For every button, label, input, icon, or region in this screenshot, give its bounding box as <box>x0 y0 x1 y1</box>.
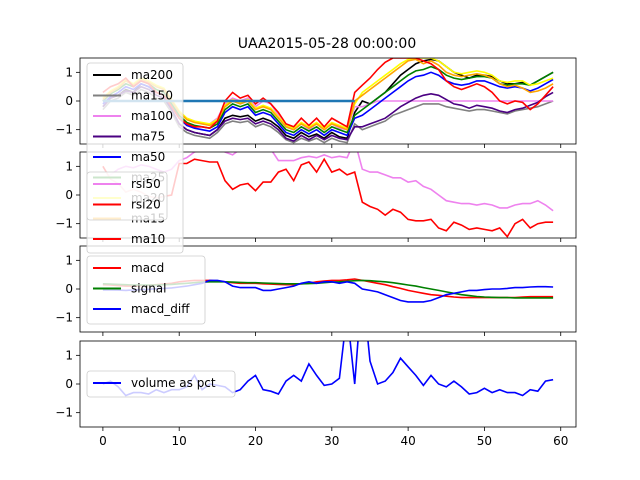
y-tick-label: 0 <box>65 94 73 108</box>
x-tick-label: 60 <box>553 434 568 448</box>
legend-label-rsi20: rsi20 <box>131 198 161 212</box>
y-tick-label: 0 <box>65 377 73 391</box>
legend-volume: volume as pct <box>86 370 236 398</box>
y-tick-label: 1 <box>65 65 73 79</box>
y-tick-label: −1 <box>55 311 73 325</box>
y-tick-label: 1 <box>65 253 73 267</box>
legend-label-ma200: ma200 <box>131 68 173 82</box>
x-tick-label: 40 <box>400 434 415 448</box>
x-tick-label: 0 <box>99 434 107 448</box>
legend-macd: macd signal macd_diff <box>86 255 206 325</box>
legend-label-ma75: ma75 <box>131 130 165 144</box>
y-tick-label: −1 <box>55 406 73 420</box>
x-tick-label: 50 <box>477 434 492 448</box>
legend-box <box>86 370 236 398</box>
legend-rsi: rsi50 rsi20 <box>86 171 168 221</box>
y-tick-label: −1 <box>55 123 73 137</box>
x-tick-label: 10 <box>172 434 187 448</box>
legend-label-volume-as-pct: volume as pct <box>131 376 216 390</box>
y-tick-label: 1 <box>65 348 73 362</box>
legend-box <box>86 255 206 325</box>
legend-label-ma150: ma150 <box>131 89 173 103</box>
legend-label-ma100: ma100 <box>131 109 173 123</box>
y-tick-label: −1 <box>55 217 73 231</box>
y-tick-label: 1 <box>65 159 73 173</box>
legend-moving-averages: ma200ma150ma100ma75ma50ma25ma20ma15ma10 <box>86 62 184 254</box>
y-tick-label: 0 <box>65 188 73 202</box>
legend-label-macd-diff: macd_diff <box>131 302 190 316</box>
x-tick-label: 30 <box>324 434 339 448</box>
figure-title: UAA2015-05-28 00:00:00 <box>238 36 416 52</box>
legend-label-ma50: ma50 <box>131 150 165 164</box>
legend-label-ma10: ma10 <box>131 232 165 246</box>
x-tick-label: 20 <box>248 434 263 448</box>
panels: 10−110−110−110−10 10 20 30 40 50 60ma200ma150m… <box>55 57 577 448</box>
legend-label-signal: signal <box>131 282 167 296</box>
legend-label-macd: macd <box>131 261 164 275</box>
y-tick-label: 0 <box>65 282 73 296</box>
legend-label-rsi50: rsi50 <box>131 177 161 191</box>
